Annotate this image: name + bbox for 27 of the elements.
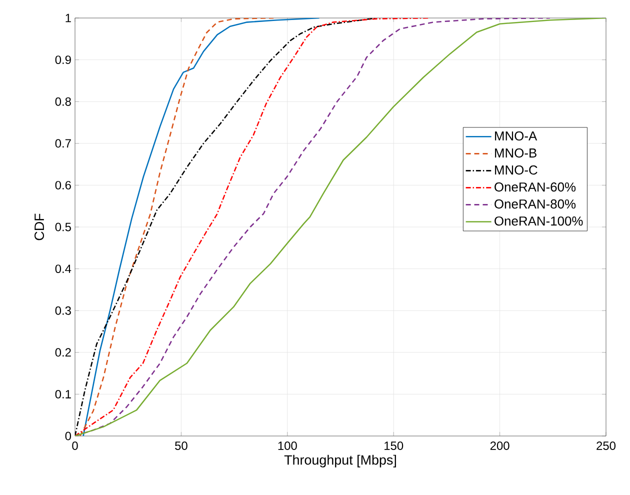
line-series [82, 18, 320, 436]
y-tick-label: 0.6 [55, 180, 71, 190]
x-tick-label: 150 [384, 442, 404, 450]
y-tick-label: 0.3 [55, 306, 71, 315]
legend-label: OneRAN-100% [494, 216, 583, 226]
y-tick-label: 0.4 [55, 264, 72, 274]
y-tick-label: 0.1 [55, 390, 71, 398]
x-tick-label: 0 [72, 442, 78, 450]
x-tick-label: 250 [596, 442, 616, 450]
legend-label: MNO-C [495, 165, 538, 175]
y-axis-title: CDF [34, 214, 44, 240]
y-tick-label: 0.7 [55, 139, 71, 148]
x-tick-label: 200 [490, 442, 510, 450]
x-tick-label: 100 [278, 442, 297, 450]
legend-label: MNO-B [495, 148, 536, 158]
legend-label: OneRAN-60% [494, 182, 576, 192]
y-tick-label: 1 [66, 14, 71, 22]
y-tick-label: 0.9 [55, 56, 71, 64]
line-series [79, 18, 274, 436]
y-tick-label: 0 [65, 432, 72, 440]
x-tick-label: 50 [175, 442, 188, 450]
y-tick-label: 0.8 [55, 97, 71, 106]
legend-label: OneRAN-80% [494, 199, 576, 209]
y-tick-label: 0.2 [55, 348, 71, 357]
legend-label: MNO-A [495, 131, 538, 141]
x-axis-title: Throughput [Mbps] [284, 454, 396, 468]
y-tick-label: 0.5 [55, 222, 71, 232]
